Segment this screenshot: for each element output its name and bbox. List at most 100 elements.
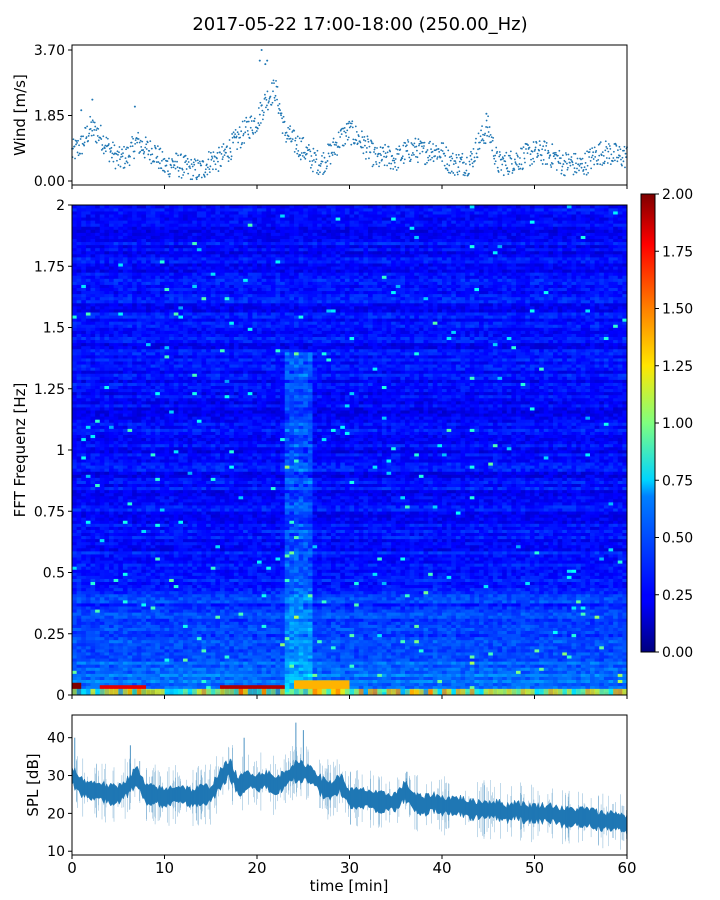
spectrogram-cell: [197, 671, 202, 674]
spectrogram-cell: [81, 609, 86, 612]
spectrogram-cell: [544, 652, 549, 655]
spectrogram-cell: [211, 677, 216, 680]
spectrogram-cell: [599, 680, 604, 683]
spectrogram-cell: [294, 628, 299, 631]
spectrogram-cell: [141, 674, 146, 677]
spectrogram-cell: [257, 603, 262, 606]
spectrogram-cell: [350, 600, 355, 603]
spectrogram-cell: [248, 640, 253, 643]
spectrogram-cell: [95, 661, 100, 664]
wind-point: [367, 138, 369, 140]
spectrogram-cell: [530, 631, 535, 634]
spectrogram-cell: [465, 658, 470, 661]
spectrogram-cell: [595, 637, 600, 640]
spectrogram-cell: [502, 609, 507, 612]
spectrogram-cell: [118, 597, 123, 600]
spectrogram-cell: [410, 683, 415, 686]
spectrogram-cell: [562, 606, 567, 609]
spectrogram-cell: [451, 680, 456, 683]
spectrogram-cell: [419, 603, 424, 606]
spectrogram-cell: [197, 658, 202, 661]
wind-point: [373, 151, 375, 153]
wind-point: [137, 132, 139, 134]
spectrogram-cell: [410, 625, 415, 628]
spectrogram-cell: [405, 667, 410, 670]
spectrogram-cell: [206, 671, 211, 674]
spectrogram-cell: [252, 622, 257, 625]
spectrogram-cell: [548, 664, 553, 667]
spectrogram-cell: [539, 618, 544, 621]
spectrogram-cell: [396, 683, 401, 686]
spectrogram-cell: [465, 615, 470, 618]
spectrogram-cell: [331, 631, 336, 634]
spectrogram-cell: [262, 652, 267, 655]
spectrogram-cell: [424, 649, 429, 652]
spectrogram-cell: [132, 625, 137, 628]
spectrogram-cell: [225, 637, 230, 640]
spectrogram-cell: [581, 631, 586, 634]
spectrogram-cell: [350, 609, 355, 612]
wind-point: [265, 106, 267, 108]
spectrogram-cell: [183, 615, 188, 618]
spectrogram-cell: [229, 634, 234, 637]
spectrogram-cell: [502, 637, 507, 640]
spectrogram-cell: [419, 640, 424, 643]
wind-point: [532, 158, 534, 160]
wind-point: [461, 156, 463, 158]
spectrogram-cell: [424, 603, 429, 606]
spectrogram-cell: [382, 680, 387, 683]
wind-point: [171, 158, 173, 160]
spectrogram-cell: [354, 658, 359, 661]
spectrogram-cell: [313, 597, 318, 600]
spectrogram-cell: [322, 652, 327, 655]
spectrogram-cell: [280, 612, 285, 615]
spectrogram-cell: [340, 677, 345, 680]
spectrogram-cell: [447, 600, 452, 603]
spectrogram-cell: [303, 606, 308, 609]
spectrogram-cell: [618, 634, 623, 637]
spectrogram-cell: [525, 667, 530, 670]
spectrogram-cell: [276, 603, 281, 606]
spectrogram-cell: [141, 618, 146, 621]
spectrogram-cell: [192, 594, 197, 597]
spectrogram-cell: [248, 677, 253, 680]
spectrogram-cell: [326, 667, 331, 670]
wind-point: [336, 154, 338, 156]
spectrogram-cell: [77, 674, 82, 677]
spectrogram-cell: [225, 677, 230, 680]
wind-point: [142, 149, 144, 151]
wind-point: [570, 165, 572, 167]
wind-point: [523, 152, 525, 154]
spectrogram-cell: [498, 637, 503, 640]
spectrogram-cell: [493, 612, 498, 615]
spectrogram-cell: [299, 603, 304, 606]
spectrogram-cell: [525, 680, 530, 683]
spectrogram-cell: [535, 618, 540, 621]
spectrogram-cell: [340, 634, 345, 637]
spectrogram-cell: [581, 686, 586, 689]
spectrogram-cell: [474, 628, 479, 631]
spectrogram-cell: [160, 658, 165, 661]
spectrogram-cell: [354, 680, 359, 683]
spectrogram-cell: [419, 597, 424, 600]
spectrogram-cell: [202, 625, 207, 628]
spectrogram-cell: [155, 664, 160, 667]
wind-point: [486, 135, 488, 137]
spectrogram-cell: [77, 618, 82, 621]
spectrogram-cell: [299, 618, 304, 621]
spectrogram-cell: [400, 643, 405, 646]
spectrogram-cell: [299, 664, 304, 667]
spectrogram-cell: [599, 674, 604, 677]
spectrogram-cell: [211, 664, 216, 667]
spectrogram-cell: [516, 615, 521, 618]
spectrogram-cell: [229, 637, 234, 640]
spectrogram-cell: [178, 640, 183, 643]
spectrogram-cell: [211, 683, 216, 686]
spectrogram-cell: [400, 606, 405, 609]
wind-point: [90, 121, 92, 123]
spectrogram-cell: [100, 594, 105, 597]
wind-point: [88, 133, 90, 135]
wind-point: [348, 121, 350, 123]
spectrogram-cell: [396, 622, 401, 625]
spectrogram-cell: [428, 615, 433, 618]
